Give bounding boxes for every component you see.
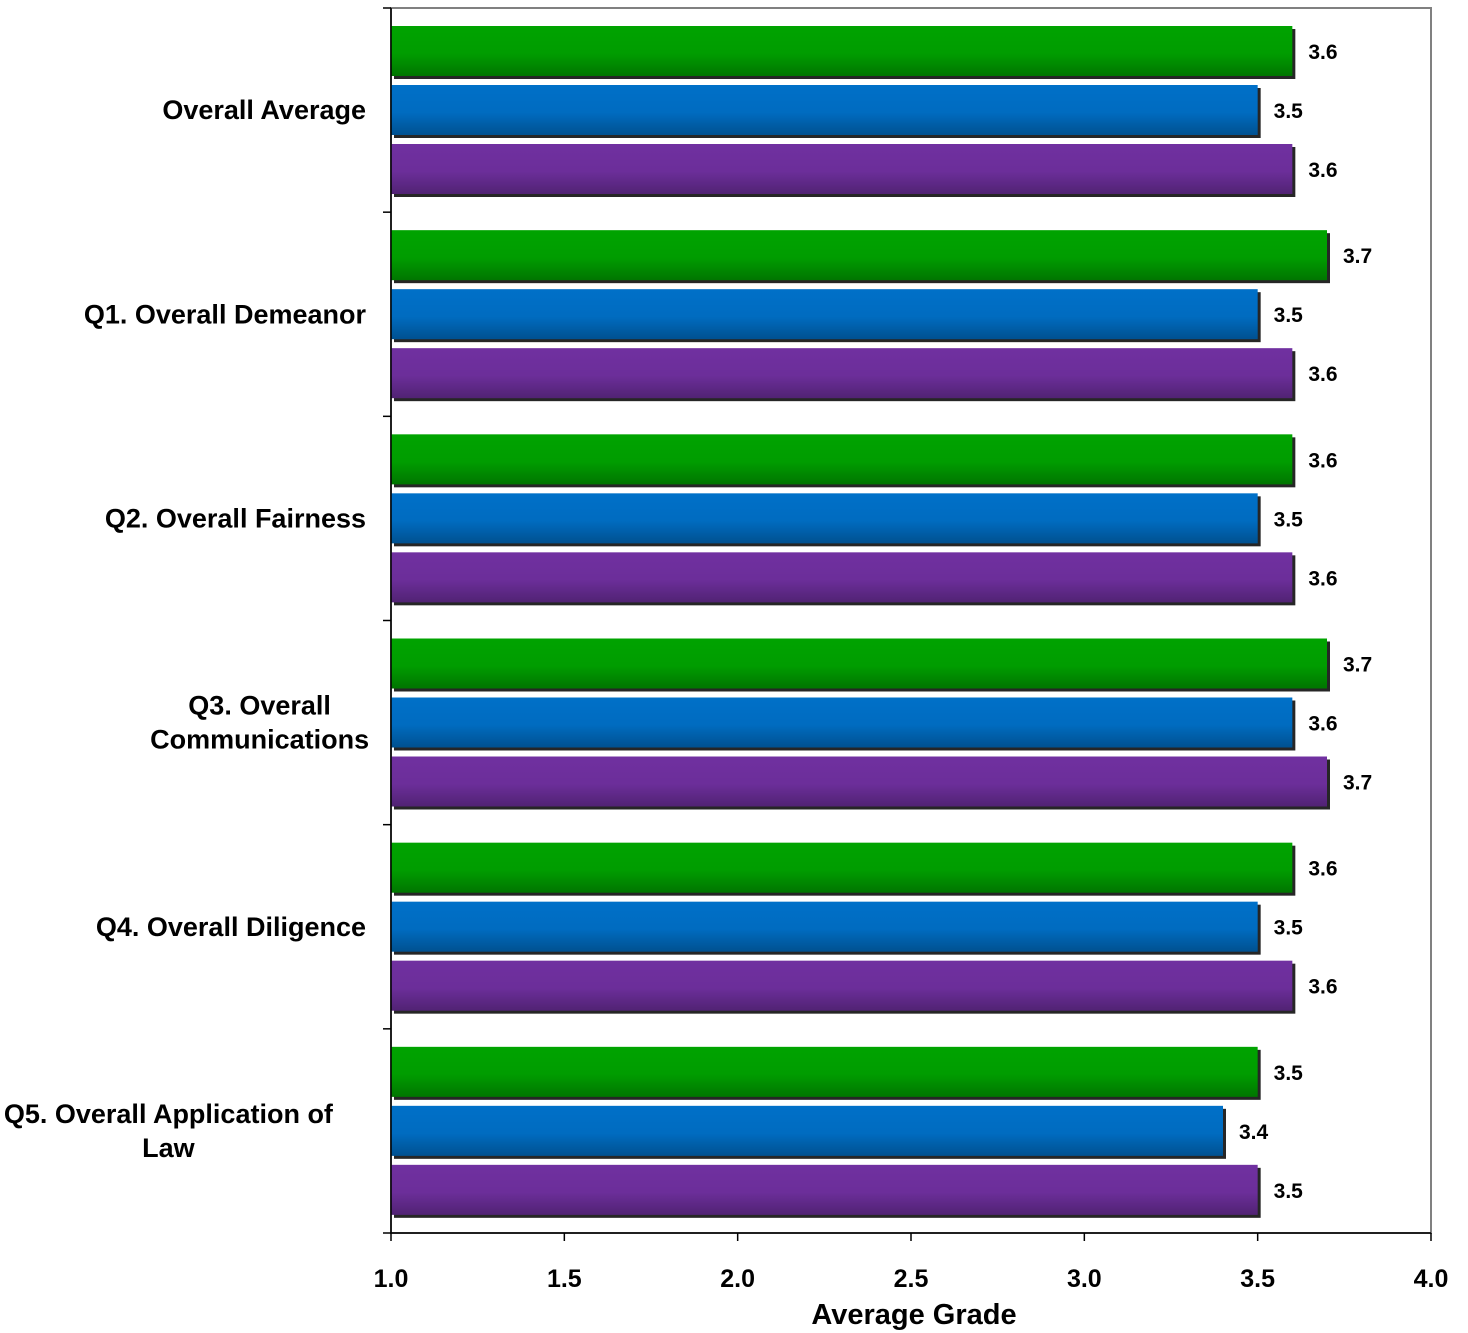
value-label: 3.5 xyxy=(1274,1180,1304,1203)
bar-sheen xyxy=(391,901,1258,952)
value-label: 3.6 xyxy=(1308,159,1337,182)
bar-sheen xyxy=(391,230,1327,281)
category-label-line: Q4. Overall Diligence xyxy=(96,912,366,942)
category-label-line: Q2. Overall Fairness xyxy=(105,503,366,533)
bar-sheen xyxy=(391,348,1293,399)
x-tick-label: 1.5 xyxy=(547,1265,582,1293)
value-label: 3.5 xyxy=(1274,1062,1304,1085)
x-axis-title: Average Grade xyxy=(811,1299,1016,1331)
category-label: Q5. Overall Application of Law xyxy=(4,1099,334,1163)
category-label: Q4. Overall Diligence xyxy=(96,912,366,942)
bar-sheen xyxy=(391,842,1293,893)
value-label: 3.5 xyxy=(1274,100,1304,123)
value-label: 3.5 xyxy=(1274,304,1304,327)
category-label-line: Q5. Overall Application of xyxy=(4,1099,334,1129)
category-label: Q3. Overall Communications xyxy=(150,691,369,755)
x-tick-label: 4.0 xyxy=(1414,1265,1449,1293)
category-label-line: Law xyxy=(142,1133,196,1163)
value-label: 3.6 xyxy=(1308,41,1337,64)
value-label: 3.6 xyxy=(1308,449,1337,472)
plot-area xyxy=(390,7,1432,1234)
bar-sheen xyxy=(391,960,1293,1011)
bar-sheen xyxy=(391,434,1293,485)
value-label: 3.6 xyxy=(1308,858,1337,881)
bar-sheen xyxy=(391,552,1293,603)
category-label: Q1. Overall Demeanor xyxy=(84,299,367,329)
bar-sheen xyxy=(391,289,1258,340)
value-label: 3.6 xyxy=(1308,976,1337,999)
bar-sheen xyxy=(391,1105,1223,1156)
value-label: 3.5 xyxy=(1274,917,1304,940)
value-label: 3.6 xyxy=(1308,567,1337,590)
category-label: Overall Average xyxy=(162,95,366,125)
bar-sheen xyxy=(391,1046,1258,1097)
x-tick-label: 3.5 xyxy=(1240,1265,1275,1293)
bar-sheen xyxy=(391,493,1258,544)
value-label: 3.6 xyxy=(1308,713,1337,736)
value-label: 3.7 xyxy=(1343,654,1372,677)
bar-sheen xyxy=(391,85,1258,135)
bar-sheen xyxy=(391,697,1293,748)
bar-sheen xyxy=(391,26,1293,76)
bar-sheen xyxy=(391,144,1293,194)
bar-sheen xyxy=(391,638,1327,689)
value-label: 3.7 xyxy=(1343,772,1372,795)
category-label: Q2. Overall Fairness xyxy=(105,503,366,533)
x-tick-label: 1.0 xyxy=(374,1265,409,1293)
x-tick-label: 2.5 xyxy=(894,1265,929,1293)
category-label-line: Overall Average xyxy=(162,95,366,125)
bar-sheen xyxy=(391,756,1327,807)
category-label-line: Q3. Overall xyxy=(188,691,331,721)
category-label-line: Q1. Overall Demeanor xyxy=(84,299,367,329)
value-label: 3.5 xyxy=(1274,508,1304,531)
value-label: 3.4 xyxy=(1239,1121,1269,1144)
value-label: 3.7 xyxy=(1343,245,1372,268)
category-label-line: Communications xyxy=(150,725,369,755)
bar-sheen xyxy=(391,1164,1258,1215)
x-tick-label: 2.0 xyxy=(720,1265,755,1293)
value-label: 3.6 xyxy=(1308,363,1337,386)
x-tick-label: 3.0 xyxy=(1067,1265,1102,1293)
